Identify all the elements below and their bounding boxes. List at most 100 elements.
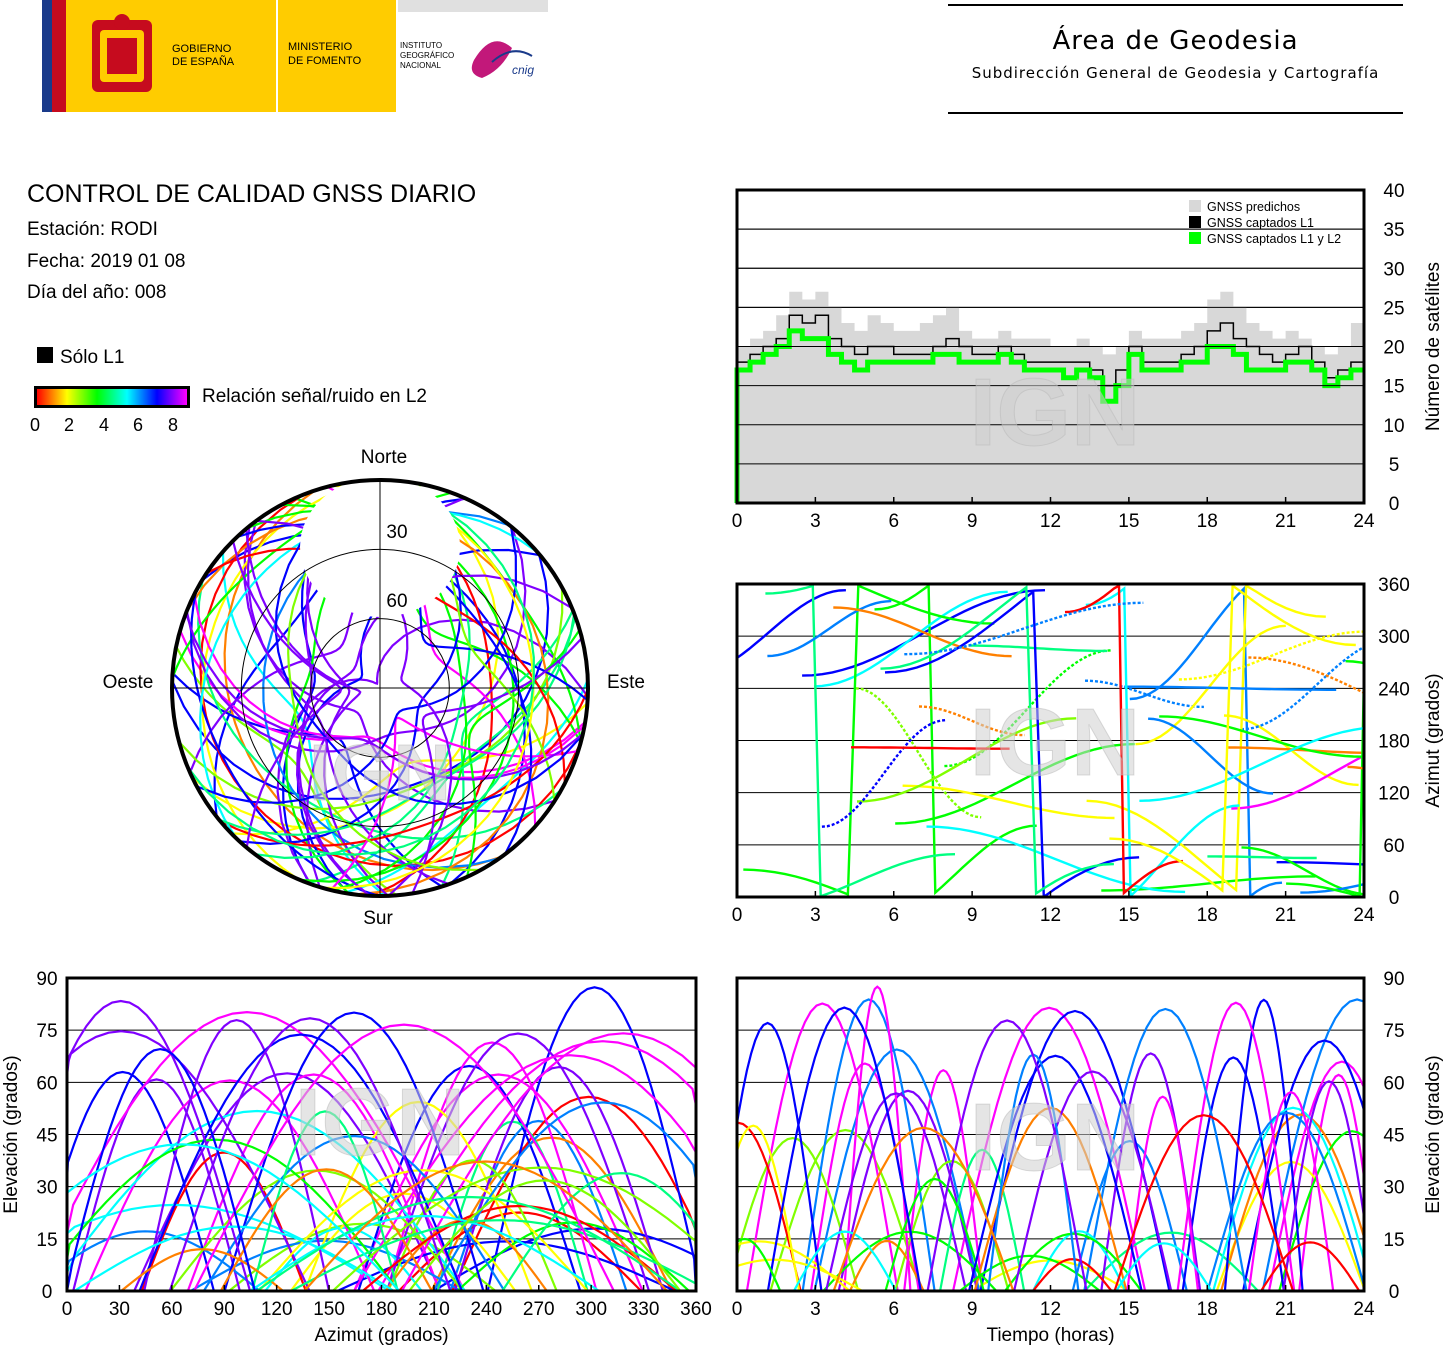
ministry-line2: DE FOMENTO [288,55,362,67]
satellite-trace [856,717,1077,803]
satellite-trace [456,1221,690,1291]
satellite-trace [902,784,1115,820]
satellite-trace [1115,1242,1213,1291]
satellite-trace [1247,1090,1335,1291]
x-tick-label: 6 [888,511,899,532]
satellite-trace [737,1237,782,1291]
x-tick-label: 30 [109,1299,130,1320]
elevation-time-traces [737,985,1364,1291]
satellite-trace [353,1054,696,1291]
satellite-trace [1083,1231,1259,1291]
satellite-trace [432,1101,696,1291]
y-tick-label: 30 [1383,259,1404,280]
colorbar-tick: 2 [64,415,75,435]
satellite-trace [168,1017,452,1291]
x-tick-label: 15 [1118,511,1139,532]
satellite-trace [1109,584,1356,893]
direction-east: Este [607,672,645,693]
satellite-trace [737,1124,801,1291]
satellite-trace [801,998,936,1291]
satellite-trace [833,606,1012,658]
satellite-trace [1113,1114,1295,1291]
horizon-circle [170,478,590,898]
satellite-trace [201,480,377,880]
satellite-trace [1083,1007,1248,1291]
x-tick-label: 9 [967,905,978,926]
report-title: CONTROL DE CALIDAD GNSS DIARIO [27,180,477,208]
l1l2-step-line [734,328,1364,503]
x-tick-label: 12 [1040,511,1061,532]
satellite-trace [303,1160,668,1291]
satellite-trace [1085,586,1240,897]
legend-label: GNSS captados L1 [1207,216,1314,230]
satellite-trace [1207,855,1317,860]
y-tick-label: 300 [1378,627,1410,648]
satellite-trace [848,1239,925,1291]
satellite-trace [1139,726,1364,802]
institute-line1: INSTITUTO [400,41,442,50]
y-tick-label: 0 [1389,1282,1400,1303]
legend-swatch [1189,200,1201,212]
satellite-trace [939,1148,1026,1291]
ign-watermark: IGN [970,359,1141,466]
satellite-trace [72,1078,241,1291]
x-tick-label: 0 [732,1299,743,1320]
satellite-trace [895,742,1135,825]
x-axis-label: Tiempo (horas) [986,1325,1114,1346]
satellite-trace [1260,1241,1361,1291]
satellite-trace [501,1171,696,1291]
satellite-trace [239,480,462,846]
satellite-trace [1064,584,1183,896]
direction-west: Oeste [103,672,154,693]
satellite-trace [1212,1106,1364,1291]
svg-text:cnig: cnig [512,63,534,77]
y-tick-label: 90 [1383,969,1404,990]
satellite-trace [73,1225,395,1291]
satellite-trace [196,526,518,804]
x-tick-label: 24 [1353,1299,1375,1320]
satellite-trace [851,746,1010,750]
satellite-trace [837,1089,979,1291]
satellite-trace [765,584,956,897]
satellite-trace [138,1033,464,1291]
x-tick-label: 90 [214,1299,235,1320]
satellite-trace [67,1109,466,1291]
l1-step-line [736,314,1364,503]
ign-watermark: IGN [970,689,1141,796]
y-tick-label: 0 [1389,888,1400,909]
satellite-trace [1126,1095,1200,1291]
satellite-trace [219,1168,433,1291]
satellite-trace [184,612,584,781]
satellite-trace [767,599,892,658]
satellite-trace [745,1002,899,1291]
x-tick-label: 9 [967,1299,978,1320]
date-label: Fecha: 2019 01 08 [27,251,186,272]
ign-watermark: IGN [295,1069,466,1176]
x-tick-label: 6 [888,905,899,926]
satellite-trace [140,1151,307,1291]
satellite-trace [1148,717,1274,795]
satellite-trace [737,1021,823,1291]
y-tick-label: 25 [1383,298,1404,319]
x-tick-label: 0 [732,905,743,926]
x-tick-label: 120 [261,1299,293,1320]
satellite-trace [792,1230,897,1291]
x-tick-label: 6 [888,1299,899,1320]
y-tick-label: 90 [36,969,57,990]
satellite-trace [193,1023,615,1291]
satellite-trace [197,579,562,841]
y-tick-label: 120 [1378,784,1410,805]
satellite-trace [1004,1232,1143,1291]
institute-line2: GEOGRÁFICO [400,51,454,60]
y-tick-label: 0 [42,1282,53,1303]
x-tick-label: 0 [732,511,743,532]
satellite-trace [813,590,1008,688]
satellite-trace [1248,656,1364,695]
skyplot-chart: IGN 30 60 Norte Sur Este Oeste [103,447,645,929]
satellite-trace [290,1219,696,1291]
satellite-trace [737,589,846,660]
y-tick-label: 30 [36,1178,57,1199]
y-tick-label: 240 [1378,679,1410,700]
azimuth-traces [737,584,1364,897]
satellite-trace [1240,645,1364,731]
